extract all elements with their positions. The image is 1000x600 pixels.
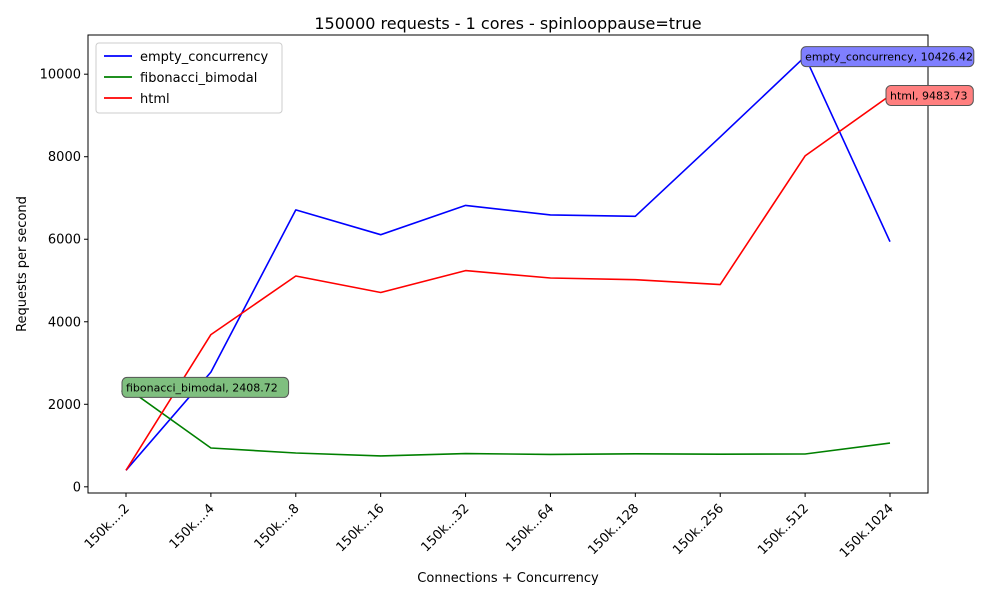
x-tick-label: 150k.1024: [837, 501, 897, 561]
annotation-label: empty_concurrency, 10426.42: [805, 51, 973, 64]
y-tick-label: 2000: [48, 398, 81, 413]
annotation-label: html, 9483.73: [890, 90, 968, 103]
annotation-box: [885, 85, 974, 107]
y-axis-label: Requests per second: [15, 196, 30, 332]
annotation-box: [800, 46, 975, 68]
x-axis-label: Connections + Concurrency: [417, 571, 599, 586]
legend-label: html: [140, 92, 170, 107]
legend-label: fibonacci_bimodal: [140, 71, 257, 86]
annotation-label: fibonacci_bimodal, 2408.72: [126, 381, 278, 394]
x-tick-label: 150k...32: [418, 501, 472, 555]
plot-frame: [87, 34, 929, 494]
legend-frame: [95, 42, 283, 114]
y-tick-label: 10000: [40, 68, 81, 83]
y-tick-label: 8000: [48, 150, 81, 165]
y-tick-label: 6000: [48, 233, 81, 248]
series-line-empty_concurrency: [125, 55, 891, 471]
series-line-html: [125, 94, 891, 471]
x-tick-label: 150k....4: [167, 501, 218, 552]
x-tick-label: 150k...64: [503, 501, 557, 555]
x-tick-label: 150k...16: [334, 501, 388, 555]
annotation-box: [121, 376, 290, 398]
chart-title: 150000 requests - 1 cores - spinlooppaus…: [314, 14, 701, 33]
x-tick-label: 150k....8: [252, 501, 303, 552]
annotations: empty_concurrency, 10426.42 html, 9483.73…: [121, 46, 975, 398]
legend-label: empty_concurrency: [140, 50, 268, 65]
series-line-fibonacci_bimodal: [125, 386, 891, 457]
x-tick-label: 150k....2: [82, 501, 133, 552]
x-tick-label: 150k..128: [585, 501, 642, 558]
x-axis: 150k....2 150k....4 150k....8 150k...16 150k…: [82, 493, 897, 561]
x-tick-label: 150k..256: [670, 501, 727, 558]
x-tick-label: 150k..512: [755, 501, 812, 558]
plot-area: [125, 55, 891, 471]
y-axis: 0 2000 4000 6000 8000 10000: [40, 68, 88, 495]
y-tick-label: 4000: [48, 315, 81, 330]
y-tick-label: 0: [73, 480, 81, 495]
